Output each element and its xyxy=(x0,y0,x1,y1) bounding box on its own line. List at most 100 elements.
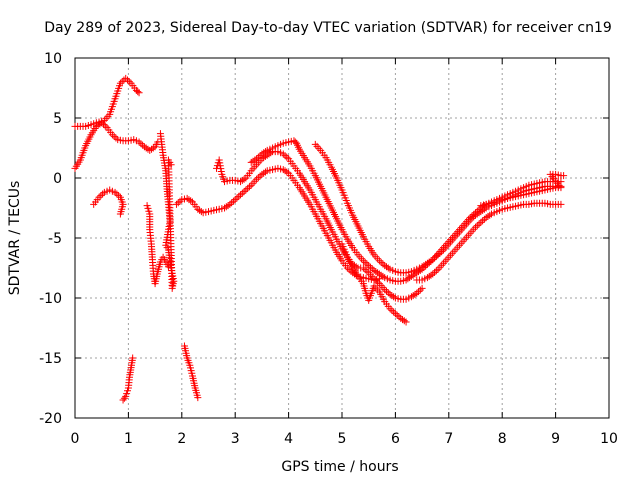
data-point xyxy=(99,190,107,198)
data-point xyxy=(122,74,130,82)
data-point xyxy=(125,78,133,86)
data-point xyxy=(148,145,156,153)
data-point xyxy=(468,214,476,222)
data-point xyxy=(176,197,184,205)
data-point xyxy=(135,89,143,97)
data-point xyxy=(245,183,253,191)
data-point xyxy=(425,258,433,266)
data-point xyxy=(365,262,373,270)
x-tick-label: 6 xyxy=(391,431,400,447)
data-point xyxy=(256,152,264,160)
data-point xyxy=(217,168,225,176)
data-point xyxy=(372,268,380,276)
data-point xyxy=(258,170,266,178)
data-point xyxy=(283,168,291,176)
data-point xyxy=(404,275,412,283)
data-point xyxy=(113,190,121,198)
x-tick-label: 7 xyxy=(444,431,453,447)
data-point xyxy=(139,141,147,149)
data-point xyxy=(384,264,392,272)
data-point xyxy=(372,276,380,284)
data-point xyxy=(423,274,431,282)
data-point xyxy=(231,196,239,204)
x-tick-label: 8 xyxy=(498,431,507,447)
data-point xyxy=(229,197,237,205)
data-point xyxy=(215,156,223,164)
data-point xyxy=(407,293,415,301)
data-point xyxy=(116,210,124,218)
data-point xyxy=(402,318,410,326)
data-point xyxy=(413,289,421,297)
data-point xyxy=(406,274,414,282)
data-point xyxy=(386,290,394,298)
data-point xyxy=(249,157,257,165)
data-point xyxy=(466,216,474,224)
data-point xyxy=(226,200,234,208)
data-point xyxy=(108,131,116,139)
data-point xyxy=(228,199,236,207)
data-point xyxy=(359,264,367,272)
data-point xyxy=(194,394,202,402)
data-point xyxy=(379,260,387,268)
y-tick-label: 10 xyxy=(44,51,62,67)
data-point xyxy=(134,88,142,96)
data-point xyxy=(480,215,488,223)
series-sat-d xyxy=(119,354,137,404)
data-point xyxy=(484,212,492,220)
data-point xyxy=(281,152,289,160)
data-point xyxy=(438,248,446,256)
data-point xyxy=(260,149,268,157)
data-point xyxy=(422,260,430,268)
data-point xyxy=(418,284,426,292)
data-point xyxy=(247,158,255,166)
data-point xyxy=(254,174,262,182)
data-point xyxy=(238,176,246,184)
y-tick-label: -5 xyxy=(48,231,62,247)
data-point xyxy=(381,262,389,270)
series-sat-n xyxy=(477,170,568,210)
data-point xyxy=(253,155,261,163)
series-sat-j xyxy=(247,137,565,285)
data-point xyxy=(472,223,479,231)
data-point xyxy=(237,191,245,199)
data-point xyxy=(224,202,232,210)
x-tick-label: 4 xyxy=(284,431,293,447)
data-point xyxy=(111,188,119,196)
data-point xyxy=(411,290,419,298)
data-point xyxy=(374,278,382,286)
data-point xyxy=(560,172,568,180)
data-point xyxy=(475,209,483,217)
data-point xyxy=(470,213,478,221)
data-point xyxy=(415,288,423,296)
data-point xyxy=(281,167,289,175)
data-point xyxy=(235,192,243,200)
x-tick-label: 1 xyxy=(124,431,133,447)
series-sat-k xyxy=(311,140,565,277)
data-point xyxy=(197,208,205,216)
data-point xyxy=(196,206,204,214)
data-point xyxy=(99,120,107,128)
data-point xyxy=(359,257,367,265)
series-sat-h xyxy=(172,164,383,284)
data-point xyxy=(557,200,565,208)
series-sat-e xyxy=(143,202,172,288)
data-point xyxy=(172,200,180,208)
data-point xyxy=(92,122,100,130)
data-point xyxy=(432,252,440,260)
y-tick-label: 0 xyxy=(53,171,62,187)
axis-ticks: 0 1 2 3 4 5 6 7 8 9 10 -20 -15 -10 -5 0 5 10 xyxy=(39,51,618,447)
data-point xyxy=(429,270,437,278)
series-sat-b xyxy=(71,119,162,172)
data-point xyxy=(194,205,202,213)
data-point xyxy=(363,260,371,268)
data-point xyxy=(479,217,487,225)
data-point xyxy=(97,192,105,200)
data-point xyxy=(384,289,392,297)
data-point xyxy=(472,211,479,219)
data-point xyxy=(423,259,431,267)
data-point xyxy=(112,134,120,142)
data-point xyxy=(432,267,440,275)
data-point xyxy=(116,79,124,87)
data-point xyxy=(216,159,224,167)
